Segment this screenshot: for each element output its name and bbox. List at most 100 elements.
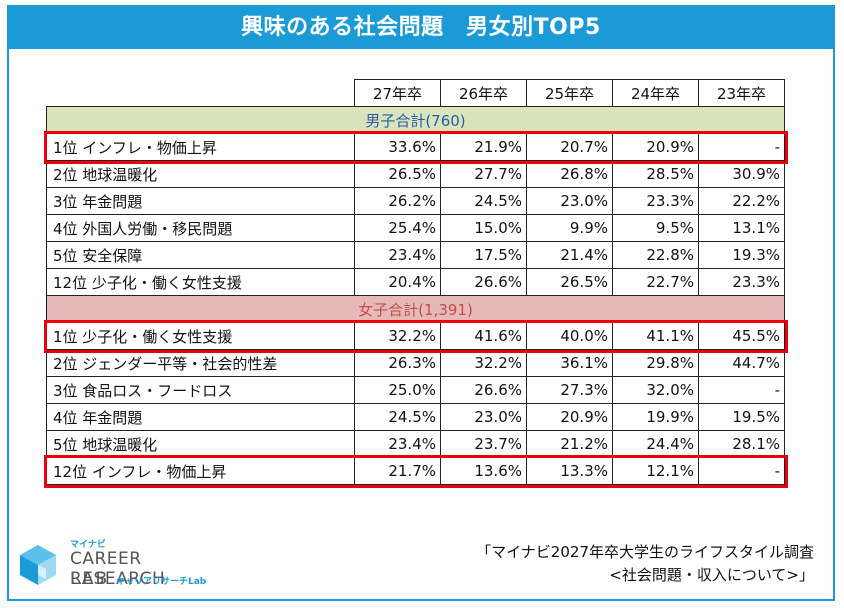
row-label: 2位 ジェンダー平等・社会的性差 [46, 349, 355, 377]
table-row: 4位 外国人労働・移民問題 25.4% 15.0% 9.9% 9.5% 13.1% [46, 214, 785, 242]
cell-value: 32.2% [354, 322, 441, 350]
table-row: 1位 少子化・働く女性支援 32.2% 41.6% 40.0% 41.1% 45.5% [46, 322, 785, 350]
cell-value: - [698, 133, 785, 161]
group-label: 男子合計(760) [46, 106, 785, 134]
cell-value: 12.1% [612, 457, 699, 485]
column-header: 24年卒 [612, 79, 699, 107]
cell-value: 9.5% [612, 214, 699, 242]
cell-value: 45.5% [698, 322, 785, 350]
group-label: 女子合計(1,391) [46, 295, 785, 323]
cell-value: 9.9% [526, 214, 613, 242]
cell-value: 26.3% [354, 349, 441, 377]
row-label: 12位 インフレ・物価上昇 [46, 457, 355, 485]
logo: マイナビ CAREER RESEARCH LAB キャリアリサーチLab [16, 537, 236, 593]
cell-value: 24.5% [354, 403, 441, 431]
cell-value: 28.1% [698, 430, 785, 458]
table-row: 3位 食品ロス・フードロス 25.0% 26.6% 27.3% 32.0% - [46, 376, 785, 404]
cell-value: 26.6% [440, 376, 527, 404]
cell-value: 40.0% [526, 322, 613, 350]
source-line-2: <社会問題・収入について>」 [609, 566, 814, 584]
cell-value: 23.3% [612, 187, 699, 215]
cell-value: 25.4% [354, 214, 441, 242]
cell-value: 13.6% [440, 457, 527, 485]
source-line-1: 「マイナビ2027年卒大学生のライフスタイル調査 [476, 543, 814, 561]
row-label: 4位 年金問題 [46, 403, 355, 431]
cell-value: 26.5% [354, 160, 441, 188]
cell-value: 21.9% [440, 133, 527, 161]
row-label: 12位 少子化・働く女性支援 [46, 268, 355, 296]
cell-value: 32.0% [612, 376, 699, 404]
cell-value: 15.0% [440, 214, 527, 242]
logo-top-label: マイナビ [70, 540, 106, 550]
row-label: 1位 インフレ・物価上昇 [46, 133, 355, 161]
cell-value: 29.8% [612, 349, 699, 377]
cell-value: 22.7% [612, 268, 699, 296]
table-row: 3位 年金問題 26.2% 24.5% 23.0% 23.3% 22.2% [46, 187, 785, 215]
row-label: 2位 地球温暖化 [46, 160, 355, 188]
logo-sub-label: キャリアリサーチLab [116, 577, 207, 587]
group-header-row: 男子合計(760) [46, 106, 785, 134]
cell-value: 20.9% [526, 403, 613, 431]
cell-value: 27.3% [526, 376, 613, 404]
cell-value: 26.8% [526, 160, 613, 188]
cell-value: 23.0% [440, 403, 527, 431]
cell-value: 19.9% [612, 403, 699, 431]
cell-value: 19.5% [698, 403, 785, 431]
table-row: 5位 地球温暖化 23.4% 23.7% 21.2% 24.4% 28.1% [46, 430, 785, 458]
cell-value: 22.8% [612, 241, 699, 269]
cell-value: 24.4% [612, 430, 699, 458]
cell-value: 28.5% [612, 160, 699, 188]
cell-value: 36.1% [526, 349, 613, 377]
table-row: 12位 少子化・働く女性支援 20.4% 26.6% 26.5% 22.7% 23.3% [46, 268, 785, 296]
header-blank [47, 80, 355, 107]
row-label: 3位 食品ロス・フードロス [46, 376, 355, 404]
cell-value: 25.0% [354, 376, 441, 404]
cell-value: 20.9% [612, 133, 699, 161]
cell-value: 23.0% [526, 187, 613, 215]
cell-value: - [698, 457, 785, 485]
row-label: 5位 地球温暖化 [46, 430, 355, 458]
cell-value: 27.7% [440, 160, 527, 188]
cell-value: 30.9% [698, 160, 785, 188]
column-header: 26年卒 [440, 79, 527, 107]
cell-value: 44.7% [698, 349, 785, 377]
cell-value: 13.3% [526, 457, 613, 485]
cell-value: 21.2% [526, 430, 613, 458]
cell-value: 19.3% [698, 241, 785, 269]
cell-value: 20.4% [354, 268, 441, 296]
row-label: 3位 年金問題 [46, 187, 355, 215]
table-row: 2位 ジェンダー平等・社会的性差 26.3% 32.2% 36.1% 29.8% 44.7… [46, 349, 785, 377]
table-row: 5位 安全保障 23.4% 17.5% 21.4% 22.8% 19.3% [46, 241, 785, 269]
column-header: 23年卒 [698, 79, 785, 107]
cell-value: 26.6% [440, 268, 527, 296]
cell-value: 26.2% [354, 187, 441, 215]
row-label: 5位 安全保障 [46, 241, 355, 269]
cell-value: 23.4% [354, 430, 441, 458]
cube-logo-icon [20, 545, 56, 585]
header-row: 27年卒 26年卒 25年卒 24年卒 23年卒 [47, 79, 785, 107]
cell-value: 24.5% [440, 187, 527, 215]
cell-value: 21.7% [354, 457, 441, 485]
cell-value: 33.6% [354, 133, 441, 161]
cell-value: 23.4% [354, 241, 441, 269]
logo-line1: CAREER RESEARCH [70, 549, 166, 589]
table-row: 1位 インフレ・物価上昇 33.6% 21.9% 20.7% 20.9% - [46, 133, 785, 161]
row-label: 1位 少子化・働く女性支援 [46, 322, 355, 350]
cell-value: 41.1% [612, 322, 699, 350]
table-row: 4位 年金問題 24.5% 23.0% 20.9% 19.9% 19.5% [46, 403, 785, 431]
table-row: 2位 地球温暖化 26.5% 27.7% 26.8% 28.5% 30.9% [46, 160, 785, 188]
cell-value: 13.1% [698, 214, 785, 242]
column-header: 25年卒 [526, 79, 613, 107]
source-note: 「マイナビ2027年卒大学生のライフスタイル調査 <社会問題・収入について>」 [476, 541, 814, 587]
row-label: 4位 外国人労働・移民問題 [46, 214, 355, 242]
cell-value: 21.4% [526, 241, 613, 269]
cell-value: 23.7% [440, 430, 527, 458]
cell-value: - [698, 376, 785, 404]
cell-value: 41.6% [440, 322, 527, 350]
cell-value: 17.5% [440, 241, 527, 269]
page-title: 興味のある社会問題 男女別TOP5 [9, 7, 833, 49]
cell-value: 20.7% [526, 133, 613, 161]
logo-line2: LAB [70, 569, 110, 589]
cell-value: 32.2% [440, 349, 527, 377]
column-header: 27年卒 [354, 79, 441, 107]
